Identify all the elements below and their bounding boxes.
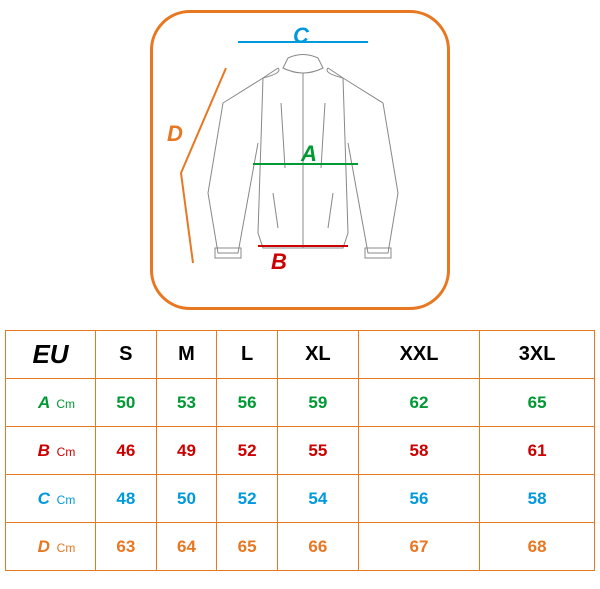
cell: 59 [277,379,358,427]
cell: 63 [96,523,157,571]
cell: 68 [480,523,595,571]
cell: 65 [217,523,278,571]
size-chart-table: EU S M L XL XXL 3XL A Cm 50 53 56 59 62 … [5,330,595,571]
cell: 66 [277,523,358,571]
cell: 56 [217,379,278,427]
cell: 53 [156,379,217,427]
header-size: M [156,331,217,379]
cell: 67 [358,523,479,571]
header-size: 3XL [480,331,595,379]
cell: 49 [156,427,217,475]
dimension-line-b [258,245,348,247]
table-row: B Cm 46 49 52 55 58 61 [6,427,595,475]
cell: 50 [156,475,217,523]
header-size: XL [277,331,358,379]
dimension-label-d: D [167,121,183,147]
header-eu: EU [6,331,96,379]
table-row: D Cm 63 64 65 66 67 68 [6,523,595,571]
table-row: A Cm 50 53 56 59 62 65 [6,379,595,427]
cell: 54 [277,475,358,523]
cell: 52 [217,427,278,475]
dimension-line-d [171,63,251,273]
dimension-label-b: B [271,249,287,275]
cell: 64 [156,523,217,571]
cell: 55 [277,427,358,475]
row-label-b: B Cm [6,427,96,475]
cell: 61 [480,427,595,475]
jacket-diagram: C A B D [150,10,450,310]
table-header-row: EU S M L XL XXL 3XL [6,331,595,379]
cell: 48 [96,475,157,523]
cell: 52 [217,475,278,523]
dimension-label-c: C [293,23,309,49]
cell: 65 [480,379,595,427]
dimension-label-a: A [301,141,317,167]
row-label-c: C Cm [6,475,96,523]
cell: 50 [96,379,157,427]
header-size: S [96,331,157,379]
cell: 58 [358,427,479,475]
cell: 62 [358,379,479,427]
row-label-d: D Cm [6,523,96,571]
cell: 58 [480,475,595,523]
header-size: L [217,331,278,379]
header-size: XXL [358,331,479,379]
row-label-a: A Cm [6,379,96,427]
cell: 56 [358,475,479,523]
cell: 46 [96,427,157,475]
table-row: C Cm 48 50 52 54 56 58 [6,475,595,523]
